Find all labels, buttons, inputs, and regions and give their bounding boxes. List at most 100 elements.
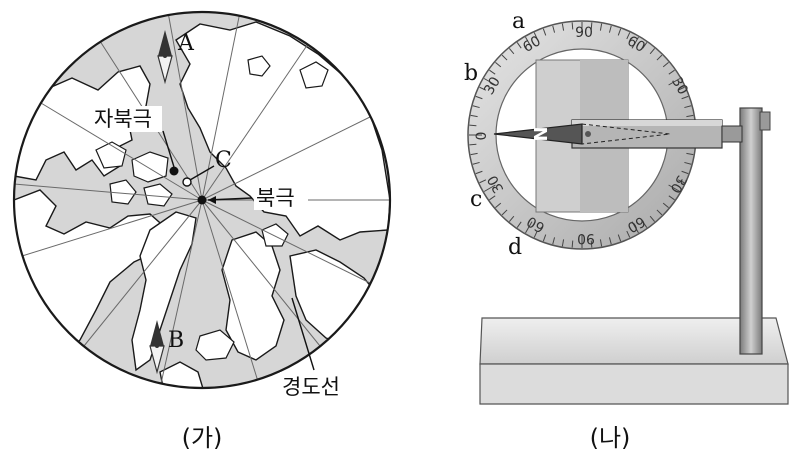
dial-tick xyxy=(470,114,478,118)
stand-base xyxy=(479,317,789,405)
dial-num-right-30-upper: 30 xyxy=(668,74,691,97)
dial-tick xyxy=(552,237,556,245)
dial-tick xyxy=(668,184,681,192)
dial-tick xyxy=(656,209,663,216)
dial-tick xyxy=(469,143,477,146)
dial-num-left-30-upper: 30 xyxy=(481,74,504,97)
land-eurasia xyxy=(175,21,390,241)
dial-tick xyxy=(649,48,656,55)
dial-tick xyxy=(552,25,556,33)
needle-letter: N xyxy=(531,126,552,141)
north-pole-label: 북극 xyxy=(256,186,295,210)
dial-tick xyxy=(662,202,669,209)
arm-connector xyxy=(721,125,743,143)
compass-apparatus: 60 90 60 30 30 0 30 30 60 90 60 N a b c … xyxy=(464,9,789,452)
dial-tick xyxy=(516,221,522,228)
dial-tick xyxy=(561,239,565,247)
compass-b xyxy=(149,320,165,375)
dial-tick xyxy=(516,42,522,49)
dial-num-bottom-right-60: 60 xyxy=(624,213,647,236)
dial-tick xyxy=(472,161,480,165)
magnetic-north-leader xyxy=(162,130,175,168)
meridian-leader xyxy=(291,297,315,371)
dial-tick xyxy=(533,230,538,238)
dial-tick xyxy=(483,78,496,86)
dial-num-left-0: 0 xyxy=(474,132,490,141)
land-bottom-left xyxy=(159,361,205,388)
dial-num-right-30-lower: 30 xyxy=(667,172,690,195)
dial-tick xyxy=(472,105,480,109)
meridian-label-bg xyxy=(280,372,356,400)
land-north-america xyxy=(14,65,151,181)
caption-left: (가) xyxy=(182,424,223,452)
dial-tick xyxy=(542,28,547,36)
dial-tick xyxy=(649,215,656,222)
dial-tick xyxy=(684,161,692,165)
polar-map: A B 자북극 C 북극 경도선 (가) xyxy=(12,10,392,452)
dial-tick xyxy=(631,36,639,49)
dial-num-bottom-90: 90 xyxy=(577,230,595,246)
point-c-label: C xyxy=(215,148,232,173)
dial-tick xyxy=(571,22,574,30)
dial-label-d: d xyxy=(508,235,522,260)
dial-tick xyxy=(686,114,694,118)
dial-tick xyxy=(501,209,508,216)
dial-tick xyxy=(542,234,547,242)
north-pole-label-bg xyxy=(254,184,308,210)
land-islands-3 xyxy=(109,179,137,205)
dial-tick xyxy=(508,215,515,222)
dial-tick xyxy=(631,221,639,234)
land-iceland xyxy=(195,329,235,361)
dial-tick xyxy=(489,69,496,75)
dial-tick xyxy=(508,48,515,55)
needle-north xyxy=(493,123,583,145)
dial-num-left-30-lower: 30 xyxy=(485,172,508,195)
stand-pole xyxy=(739,107,763,355)
dial-tick xyxy=(599,239,603,247)
land-svalbard xyxy=(261,223,289,247)
dial-num-top-right-60: 60 xyxy=(624,33,647,56)
compass-a-label: A xyxy=(177,31,195,56)
point-c-leader xyxy=(189,165,215,181)
dial-tick xyxy=(475,170,483,175)
dial-tick xyxy=(590,240,593,248)
north-pole-dot xyxy=(197,195,207,205)
dial-tick xyxy=(469,124,477,127)
dial-ticks xyxy=(469,22,695,248)
dial-tick xyxy=(681,170,689,175)
globe-outline xyxy=(12,10,392,390)
dial-num-bottom-left-60: 60 xyxy=(524,213,547,236)
dial-label-b: b xyxy=(464,61,478,86)
dial-tick xyxy=(571,240,574,248)
dial-tick xyxy=(525,36,533,49)
land-islands-4 xyxy=(143,183,173,207)
needle-south xyxy=(581,123,671,145)
dial-tick xyxy=(479,86,487,91)
compass-b-label: B xyxy=(168,328,184,353)
point-c-marker xyxy=(182,177,192,187)
dial-tick xyxy=(470,152,478,156)
meridian-lines xyxy=(14,12,390,388)
dial-tick xyxy=(656,54,663,61)
needle-holder-top xyxy=(572,120,722,126)
dial-tick xyxy=(483,184,496,192)
land-islands-1 xyxy=(95,141,127,169)
dial-num-top-90: 90 xyxy=(575,25,593,41)
dial-numbers: 60 90 60 30 30 0 30 30 60 90 60 xyxy=(474,25,691,246)
dial-tick xyxy=(501,54,508,61)
dial-tick xyxy=(684,105,692,109)
dial-label-a: a xyxy=(512,9,525,34)
dial-tick xyxy=(533,32,538,40)
dial-tick xyxy=(626,230,631,238)
dial-tick xyxy=(668,195,675,201)
dial-tick xyxy=(479,179,487,184)
meridian-label: 경도선 xyxy=(282,375,340,399)
dial-tick xyxy=(677,86,685,91)
dial-num-top-left-60: 60 xyxy=(520,33,543,56)
dial-tick xyxy=(617,28,622,36)
dial-tick xyxy=(599,23,603,31)
land-small-islands xyxy=(247,55,271,77)
dial-tick xyxy=(642,221,648,228)
compass-a xyxy=(157,30,173,85)
